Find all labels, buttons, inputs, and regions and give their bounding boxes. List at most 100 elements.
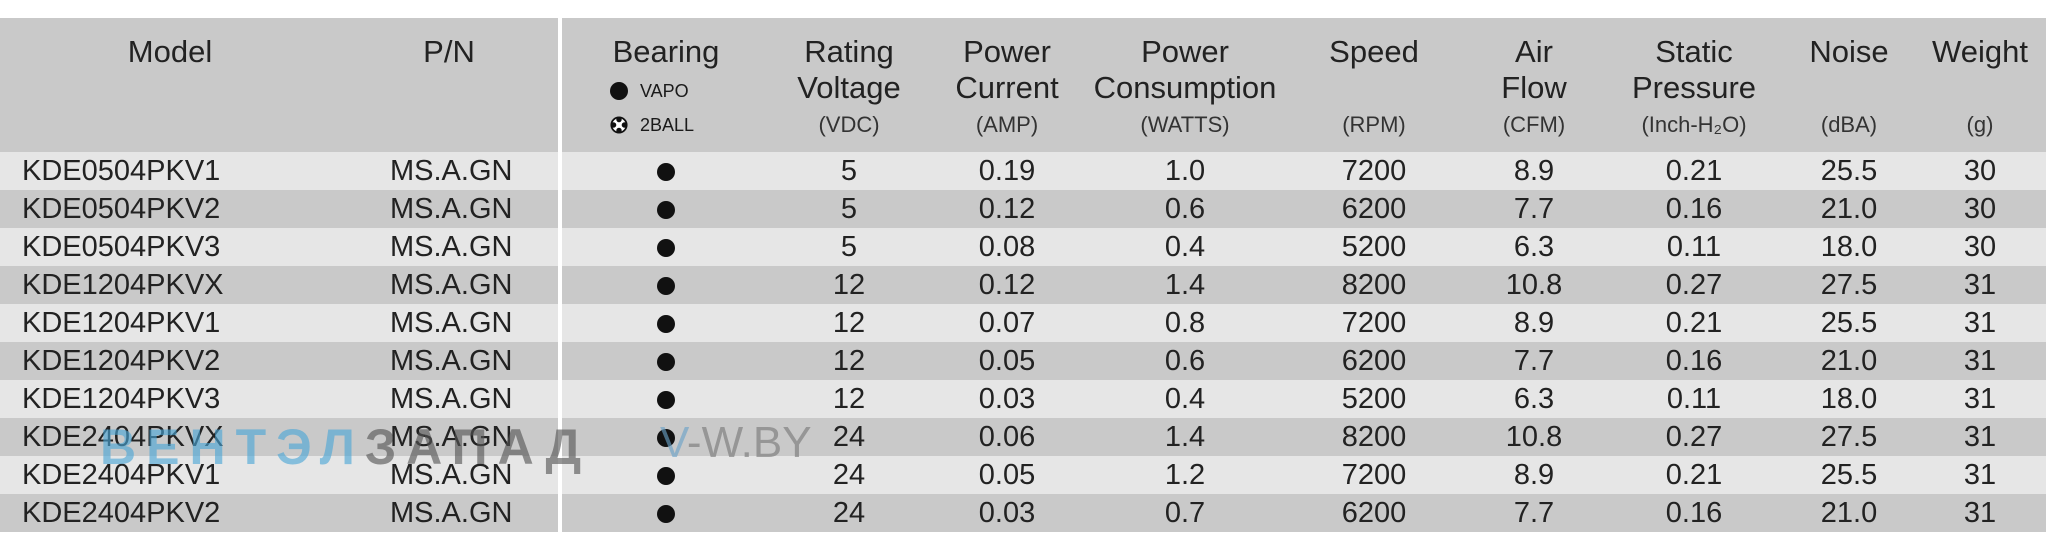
cell-airflow: 6.3 — [1513, 231, 1555, 263]
cell-pn: MS.A.GN — [340, 494, 562, 532]
bearing-cell — [560, 228, 770, 266]
cell-power: 0.6 — [1164, 345, 1206, 377]
cell-airflow: 10.8 — [1505, 269, 1563, 301]
filled-circle-icon — [657, 505, 675, 524]
column-header-model: Model — [0, 18, 340, 152]
column-title-airflow: Air Flow — [1501, 34, 1567, 105]
cell-voltage: 24 — [832, 459, 866, 491]
cell-current: 0.07 — [978, 307, 1036, 339]
column-unit-speed: (RPM) — [1342, 112, 1406, 137]
header-row: Model P/N Bearing VAPO 2BALL Rating Voltage (VD… — [0, 18, 2046, 152]
column-header-current: Power Current (AMP) — [928, 18, 1086, 152]
cell-model: KDE1204PKV2 — [22, 345, 221, 377]
cell-power: 1.0 — [1164, 155, 1206, 187]
bearing-cell — [560, 418, 770, 456]
cell-noise: 21.0 — [1820, 497, 1878, 529]
column-header-bearing: Bearing VAPO 2BALL — [560, 18, 770, 152]
cell-weight: 31 — [1963, 383, 1997, 415]
filled-circle-icon — [657, 391, 675, 410]
legend-item-2ball: 2BALL — [610, 108, 770, 142]
cell-weight: 30 — [1963, 231, 1997, 263]
column-title-pn: P/N — [423, 34, 475, 69]
cell-current: 0.06 — [978, 421, 1036, 453]
cell-voltage: 24 — [832, 497, 866, 529]
cell-speed: 8200 — [1341, 421, 1407, 453]
cell-current: 0.19 — [978, 155, 1036, 187]
column-unit-airflow: (CFM) — [1502, 112, 1566, 137]
filled-circle-icon — [657, 201, 675, 220]
ball-bearing-icon — [610, 116, 628, 134]
column-unit-current: (AMP) — [975, 112, 1039, 137]
cell-speed: 7200 — [1341, 307, 1407, 339]
cell-weight: 31 — [1963, 421, 1997, 453]
cell-current: 0.03 — [978, 497, 1036, 529]
cell-current: 0.05 — [978, 459, 1036, 491]
cell-speed: 8200 — [1341, 269, 1407, 301]
cell-power: 0.7 — [1164, 497, 1206, 529]
bearing-cell — [560, 380, 770, 418]
column-title-bearing: Bearing — [612, 34, 720, 69]
cell-weight: 30 — [1963, 193, 1997, 225]
cell-speed: 7200 — [1341, 155, 1407, 187]
cell-speed: 5200 — [1341, 383, 1407, 415]
filled-circle-icon — [657, 429, 675, 448]
cell-noise: 18.0 — [1820, 231, 1878, 263]
column-header-pressure: Static Pressure (Inch-H₂O) — [1604, 18, 1784, 152]
cell-noise: 25.5 — [1820, 307, 1878, 339]
cell-pn: MS.A.GN — [340, 190, 562, 228]
legend-item-vapo: VAPO — [610, 74, 770, 108]
filled-circle-icon — [610, 82, 628, 100]
cell-pressure: 0.27 — [1665, 421, 1723, 453]
cell-pressure: 0.16 — [1665, 193, 1723, 225]
table-row: KDE1204PKV1 MS.A.GN 12 0.07 0.8 7200 8.9 0.21 25… — [0, 304, 2046, 342]
bearing-legend: VAPO 2BALL — [562, 74, 770, 142]
cell-airflow: 8.9 — [1513, 307, 1555, 339]
table-row: KDE2404PKV2 MS.A.GN 24 0.03 0.7 6200 7.7 0.16 21… — [0, 494, 2046, 532]
column-title-pressure: Static Pressure — [1631, 34, 1757, 105]
column-header-pn: P/N — [340, 18, 562, 152]
filled-circle-icon — [657, 239, 675, 258]
cell-model: KDE2404PKV2 — [22, 497, 221, 529]
column-title-model: Model — [127, 34, 213, 69]
table-row: KDE2404PKV1 MS.A.GN 24 0.05 1.2 7200 8.9 0.21 25… — [0, 456, 2046, 494]
cell-pn: MS.A.GN — [340, 152, 562, 190]
cell-current: 0.08 — [978, 231, 1036, 263]
cell-weight: 31 — [1963, 497, 1997, 529]
cell-pn: MS.A.GN — [340, 418, 562, 456]
column-header-weight: Weight (g) — [1914, 18, 2046, 152]
table-body: KDE0504PKV1 MS.A.GN 5 0.19 1.0 7200 8.9 0.21 25.… — [0, 152, 2046, 532]
cell-weight: 31 — [1963, 459, 1997, 491]
cell-noise: 18.0 — [1820, 383, 1878, 415]
column-unit-noise: (dBA) — [1820, 112, 1878, 137]
filled-circle-icon — [657, 315, 675, 334]
cell-current: 0.12 — [978, 269, 1036, 301]
cell-weight: 31 — [1963, 269, 1997, 301]
cell-voltage: 5 — [840, 155, 858, 187]
cell-current: 0.12 — [978, 193, 1036, 225]
column-title-power: Power Consumption — [1093, 34, 1277, 105]
cell-power: 0.8 — [1164, 307, 1206, 339]
cell-weight: 31 — [1963, 307, 1997, 339]
cell-noise: 21.0 — [1820, 193, 1878, 225]
cell-speed: 6200 — [1341, 345, 1407, 377]
cell-airflow: 6.3 — [1513, 383, 1555, 415]
cell-power: 0.4 — [1164, 231, 1206, 263]
bearing-cell — [560, 266, 770, 304]
cell-noise: 27.5 — [1820, 421, 1878, 453]
cell-pressure: 0.21 — [1665, 155, 1723, 187]
cell-weight: 31 — [1963, 345, 1997, 377]
cell-speed: 5200 — [1341, 231, 1407, 263]
column-header-noise: Noise (dBA) — [1784, 18, 1914, 152]
table-row: KDE1204PKVX MS.A.GN 12 0.12 1.4 8200 10.8 0.27 2… — [0, 266, 2046, 304]
cell-noise: 21.0 — [1820, 345, 1878, 377]
table-row: KDE0504PKV3 MS.A.GN 5 0.08 0.4 5200 6.3 0.11 18.… — [0, 228, 2046, 266]
cell-pn: MS.A.GN — [340, 304, 562, 342]
cell-speed: 7200 — [1341, 459, 1407, 491]
cell-airflow: 7.7 — [1513, 345, 1555, 377]
cell-noise: 25.5 — [1820, 155, 1878, 187]
cell-pressure: 0.16 — [1665, 497, 1723, 529]
cell-airflow: 10.8 — [1505, 421, 1563, 453]
bearing-cell — [560, 304, 770, 342]
cell-power: 1.4 — [1164, 421, 1206, 453]
cell-model: KDE0504PKV2 — [22, 193, 221, 225]
